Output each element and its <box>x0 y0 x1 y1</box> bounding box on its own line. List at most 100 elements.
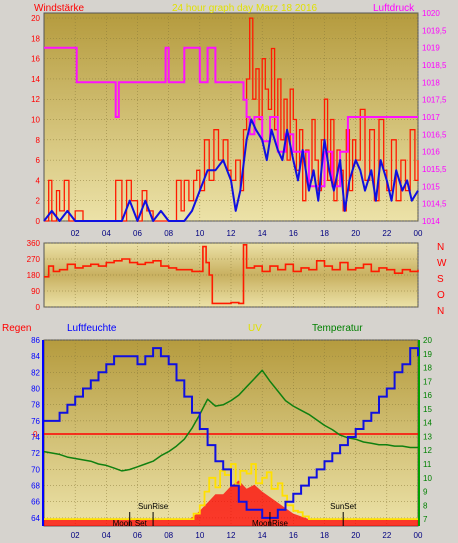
humidity-tick-label: 84 <box>31 352 40 361</box>
wind-x-tick-label: 06 <box>133 229 142 238</box>
wind-series <box>43 17 419 222</box>
humidity-tick-label: 68 <box>31 482 40 491</box>
humidity-x-tick-label: 12 <box>227 531 236 540</box>
solar-series-area <box>44 480 418 526</box>
pressure-tick-label: 1017 <box>422 113 440 122</box>
humidity-axis-title: Luftfeuchte <box>67 323 117 334</box>
compass-o: O <box>437 290 445 301</box>
pressure-tick-label: 1015 <box>422 182 440 191</box>
humidity-tick-label: 74 <box>31 433 40 442</box>
compass-w: W <box>437 258 447 269</box>
temperature-tick-label: 14 <box>423 419 432 428</box>
wind-x-tick-label: 10 <box>195 229 204 238</box>
pressure-series-line <box>44 46 418 188</box>
wind-series-line <box>44 17 419 222</box>
wind-tick-label: 12 <box>31 95 40 104</box>
wind-average-series-line <box>43 118 419 222</box>
pressure-tick-label: 1018,5 <box>422 61 447 70</box>
temperature-tick-label: 9 <box>423 488 428 497</box>
pressure-tick-label: 1018 <box>422 78 440 87</box>
direction-tick-label: 0 <box>36 303 41 312</box>
wind-tick-label: 16 <box>31 55 40 64</box>
humidity-x-tick-label: 02 <box>71 531 80 540</box>
temperature-tick-label: 17 <box>423 377 432 386</box>
humidity-series <box>43 347 419 526</box>
humidity-x-tick-label: 20 <box>351 531 360 540</box>
wind-tick-label: 14 <box>31 75 40 84</box>
direction-series-line <box>44 244 419 305</box>
pressure-axis-title: Luftdruck <box>373 3 415 14</box>
wind-tick-label: 20 <box>31 14 40 23</box>
pressure-tick-label: 1020 <box>422 9 440 18</box>
wind-tick-label: 4 <box>36 176 41 185</box>
pressure-tick-label: 1016,5 <box>422 130 447 139</box>
temperature-tick-label: 13 <box>423 432 432 441</box>
chart-title: 24 hour graph day Marz 18 2016 <box>172 3 318 14</box>
temperature-tick-label: 18 <box>423 364 432 373</box>
wind-x-tick-label: 04 <box>102 229 111 238</box>
humidity-tick-label: 64 <box>31 514 40 523</box>
direction-tick-label: 90 <box>31 287 40 296</box>
humidity-x-tick-label: 22 <box>382 531 391 540</box>
humidity-x-tick-label: 16 <box>289 531 298 540</box>
humidity-tick-label: 76 <box>31 417 40 426</box>
wind-x-tick-label: 14 <box>258 229 267 238</box>
wind-tick-label: 8 <box>36 136 41 145</box>
temperature-tick-label: 16 <box>423 391 432 400</box>
sun-moon-annotations: Moon Set SunRise MoonRise SunSet <box>113 502 358 528</box>
annotation-label: SunRise <box>138 502 169 511</box>
wind-x-tick-label: 12 <box>227 229 236 238</box>
temperature-tick-label: 12 <box>423 446 432 455</box>
wind-tick-label: 18 <box>31 34 40 43</box>
pressure-tick-label: 1017,5 <box>422 96 447 105</box>
humidity-x-tick-label: 00 <box>414 531 423 540</box>
uv-axis-title: UV <box>248 323 262 334</box>
compass-n-top: N <box>437 242 444 253</box>
humidity-x-tick-label: 18 <box>320 531 329 540</box>
annotation-label: MoonRise <box>252 519 289 528</box>
direction-tick-label: 360 <box>27 239 41 248</box>
pressure-tick-label: 1016 <box>422 148 440 157</box>
humidity-x-tick-label: 06 <box>133 531 142 540</box>
pressure-tick-label: 1014 <box>422 217 440 226</box>
wind-x-tick-label: 18 <box>320 229 329 238</box>
humidity-tick-label: 78 <box>31 401 40 410</box>
pressure-tick-label: 1019,5 <box>422 26 447 35</box>
wind-tick-label: 6 <box>36 156 41 165</box>
wind-tick-label: 10 <box>31 116 40 125</box>
direction-tick-label: 270 <box>27 255 41 264</box>
humidity-x-tick-label: 04 <box>102 531 111 540</box>
pressure-tick-label: 1014,5 <box>422 200 447 209</box>
wind-x-tick-label: 16 <box>289 229 298 238</box>
rain-axis-title: Regen <box>2 323 31 334</box>
direction-grid <box>44 242 419 308</box>
compass-n-bottom: N <box>437 306 444 317</box>
temperature-tick-label: 15 <box>423 405 432 414</box>
temperature-tick-label: 19 <box>423 350 432 359</box>
temperature-tick-label: 20 <box>423 336 432 345</box>
wind-x-tick-label: 02 <box>71 229 80 238</box>
humidity-tick-label: 80 <box>31 385 40 394</box>
humidity-x-tick-label: 10 <box>195 531 204 540</box>
humidity-tick-label: 72 <box>31 449 40 458</box>
humidity-series-line <box>44 347 419 519</box>
axis-ticks: 0246810121416182010141014,510151015,5101… <box>27 9 447 540</box>
temperature-tick-label: 7 <box>423 515 428 524</box>
wind-axis-title: Windstärke <box>34 3 84 14</box>
compass-s: S <box>437 274 444 285</box>
pressure-tick-label: 1015,5 <box>422 165 447 174</box>
rain-zero-label: 0 <box>33 430 38 439</box>
wind-x-tick-label: 08 <box>164 229 173 238</box>
humidity-tick-label: 70 <box>31 465 40 474</box>
annotation-label: Moon Set <box>113 519 148 528</box>
humidity-x-tick-label: 14 <box>258 531 267 540</box>
temperature-tick-label: 11 <box>423 460 432 469</box>
wind-tick-label: 2 <box>36 197 41 206</box>
humidity-tick-label: 82 <box>31 368 40 377</box>
uv-series-line <box>44 463 418 520</box>
temperature-axis-title: Temperatur <box>312 323 363 334</box>
temperature-series-line <box>43 369 418 472</box>
humidity-x-tick-label: 08 <box>164 531 173 540</box>
